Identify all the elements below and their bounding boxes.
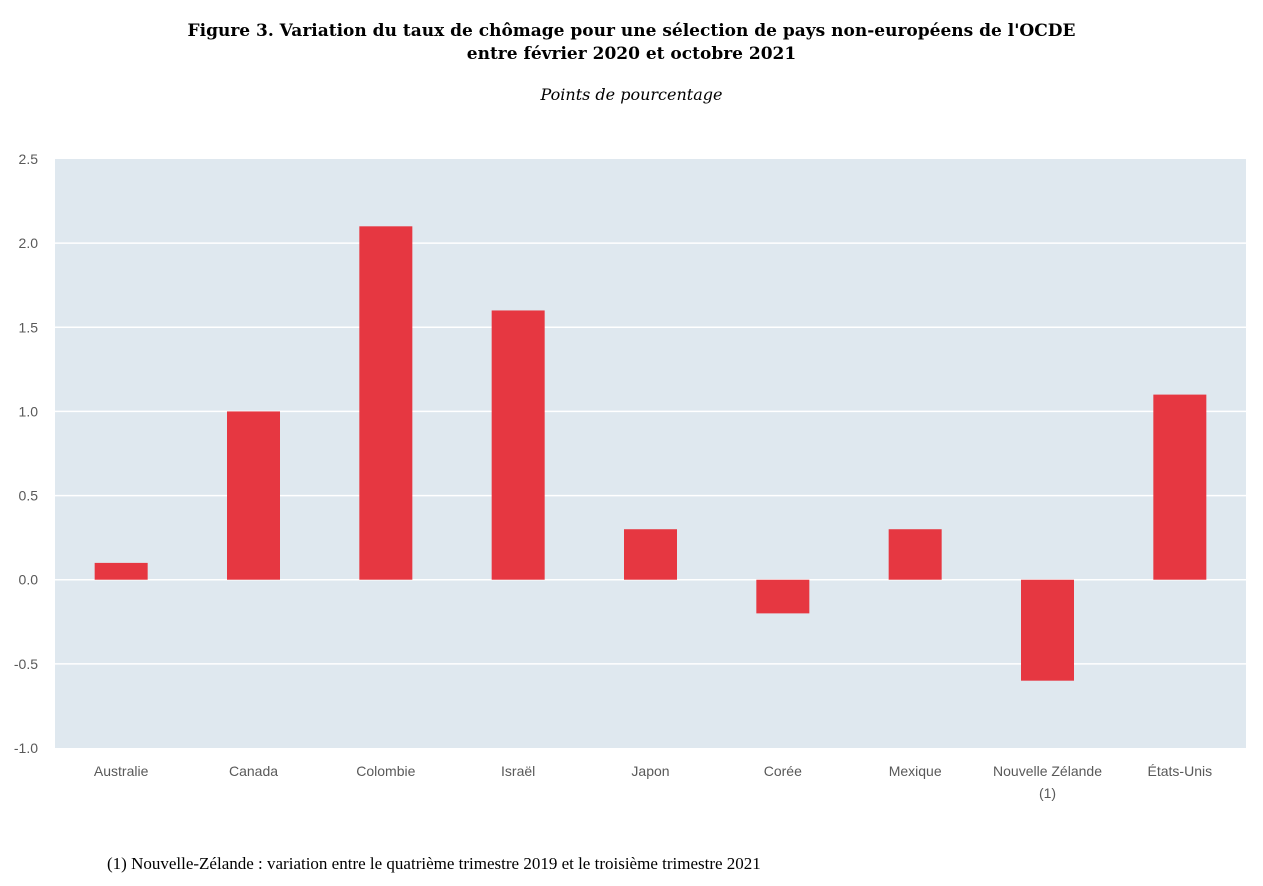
x-category-label: Australie (94, 763, 149, 779)
chart-title: Figure 3. Variation du taux de chômage p… (0, 20, 1263, 66)
x-category-label: Israël (501, 763, 535, 779)
chart-subtitle: Points de pourcentage (540, 85, 723, 104)
bar (94, 562, 148, 580)
x-category-label: Japon (631, 763, 669, 779)
x-category-label: États-Unis (1148, 763, 1213, 779)
bar (491, 310, 545, 580)
bar (624, 529, 677, 580)
y-tick-label: -0.5 (14, 656, 38, 672)
y-tick-label: 2.5 (19, 151, 39, 167)
y-axis-ticks: 2.5 2.0 1.5 1.0 0.5 0.0 -0.5 -1.0 (14, 151, 38, 756)
x-category-label: Canada (229, 763, 278, 779)
chart-title-line1: Figure 3. Variation du taux de chômage p… (187, 21, 1076, 41)
bar (227, 411, 280, 580)
x-category-label: Colombie (356, 763, 415, 779)
bar (1021, 579, 1074, 681)
y-tick-label: -1.0 (14, 740, 38, 756)
x-category-label: Nouvelle Zélande (1) (993, 763, 1102, 801)
y-tick-label: 1.0 (19, 403, 39, 419)
x-axis-labels: Australie Canada Colombie Israël Japon Corée M… (94, 763, 1212, 801)
bar (756, 579, 810, 614)
y-tick-label: 0.5 (19, 488, 39, 504)
y-tick-label: 1.5 (19, 319, 39, 335)
bar (359, 226, 413, 580)
bar-chart: 2.5 2.0 1.5 1.0 0.5 0.0 -0.5 -1.0 Australie Cana… (14, 151, 1246, 801)
y-tick-label: 0.0 (19, 572, 39, 588)
x-category-label: Corée (764, 763, 802, 779)
bar (1153, 394, 1207, 580)
bars (94, 226, 1207, 681)
chart-title-line2: entre février 2020 et octobre 2021 (466, 44, 797, 64)
footnote: (1) Nouvelle-Zélande : variation entre l… (107, 854, 761, 873)
y-tick-label: 2.0 (19, 235, 39, 251)
x-category-label: Mexique (889, 763, 942, 779)
bar (888, 529, 942, 580)
